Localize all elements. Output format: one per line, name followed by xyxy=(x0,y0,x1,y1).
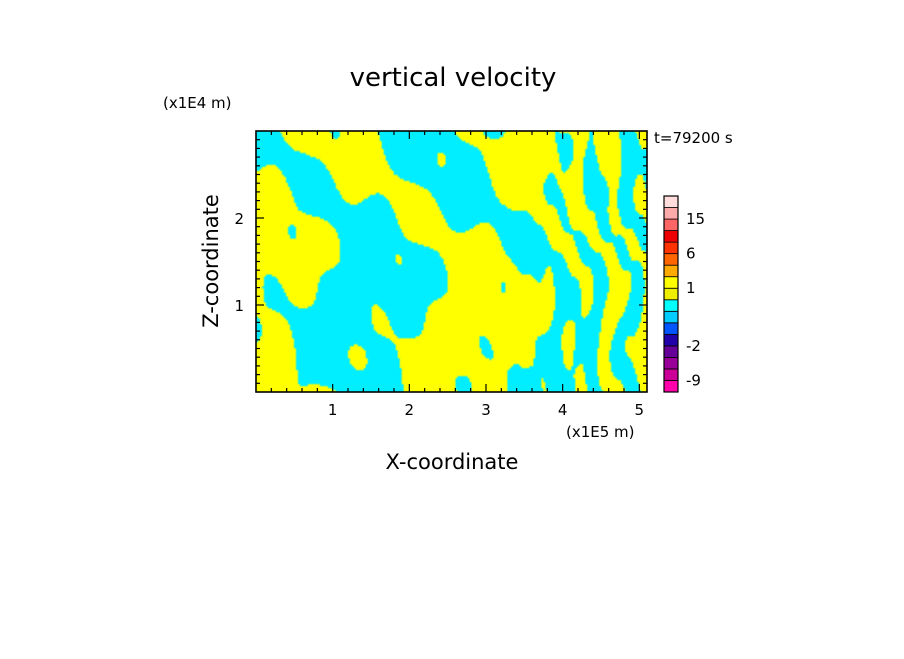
colorbar-segment xyxy=(663,287,679,301)
colorbar: -9 -2 1 6 15 xyxy=(663,195,705,393)
colorbar-segment xyxy=(663,333,679,347)
x-axis: 1 2 3 4 5 xyxy=(270,131,645,419)
x-axis-label: X-coordinate xyxy=(386,450,519,474)
y-axis-label: Z-coordinate xyxy=(199,194,223,328)
y-tick-label: 2 xyxy=(234,210,244,228)
colorbar-label: 15 xyxy=(686,210,705,228)
time-label: t=79200 s xyxy=(654,129,733,147)
x-tick-label: 1 xyxy=(328,401,338,419)
colorbar-segment xyxy=(663,322,679,335)
colorbar-segment xyxy=(663,218,679,231)
colorbar-segment xyxy=(663,310,679,324)
colorbar-frame xyxy=(663,195,679,393)
y-axis: 12 xyxy=(234,139,647,384)
colorbar-segment xyxy=(663,230,679,243)
y-unit-label: (x1E4 m) xyxy=(163,94,232,112)
velocity-field xyxy=(256,131,647,392)
colorbar-segment xyxy=(663,276,679,289)
chart-title: vertical velocity xyxy=(350,63,557,93)
colorbar-label: -2 xyxy=(686,337,701,355)
colorbar-segment xyxy=(663,253,679,266)
x-unit-label: (x1E5 m) xyxy=(566,423,635,441)
colorbar-label: -9 xyxy=(686,371,701,389)
colorbar-segment xyxy=(663,299,679,312)
x-tick-label: 4 xyxy=(558,401,568,419)
colorbar-segment xyxy=(663,241,679,255)
colorbar-segment xyxy=(663,380,679,393)
colorbar-segment xyxy=(663,357,679,370)
colorbar-segment xyxy=(663,195,679,208)
x-tick-label: 3 xyxy=(481,401,491,419)
velocity-field-raster xyxy=(256,131,647,392)
colorbar-segment xyxy=(663,207,679,220)
x-tick-label: 2 xyxy=(405,401,415,419)
colorbar-segment xyxy=(663,264,679,278)
y-tick-label: 1 xyxy=(234,297,244,315)
colorbar-label: 1 xyxy=(686,279,696,297)
colorbar-segment xyxy=(663,368,679,381)
colorbar-label: 6 xyxy=(686,245,696,263)
x-tick-label: 5 xyxy=(635,401,645,419)
colorbar-segment xyxy=(663,345,679,358)
